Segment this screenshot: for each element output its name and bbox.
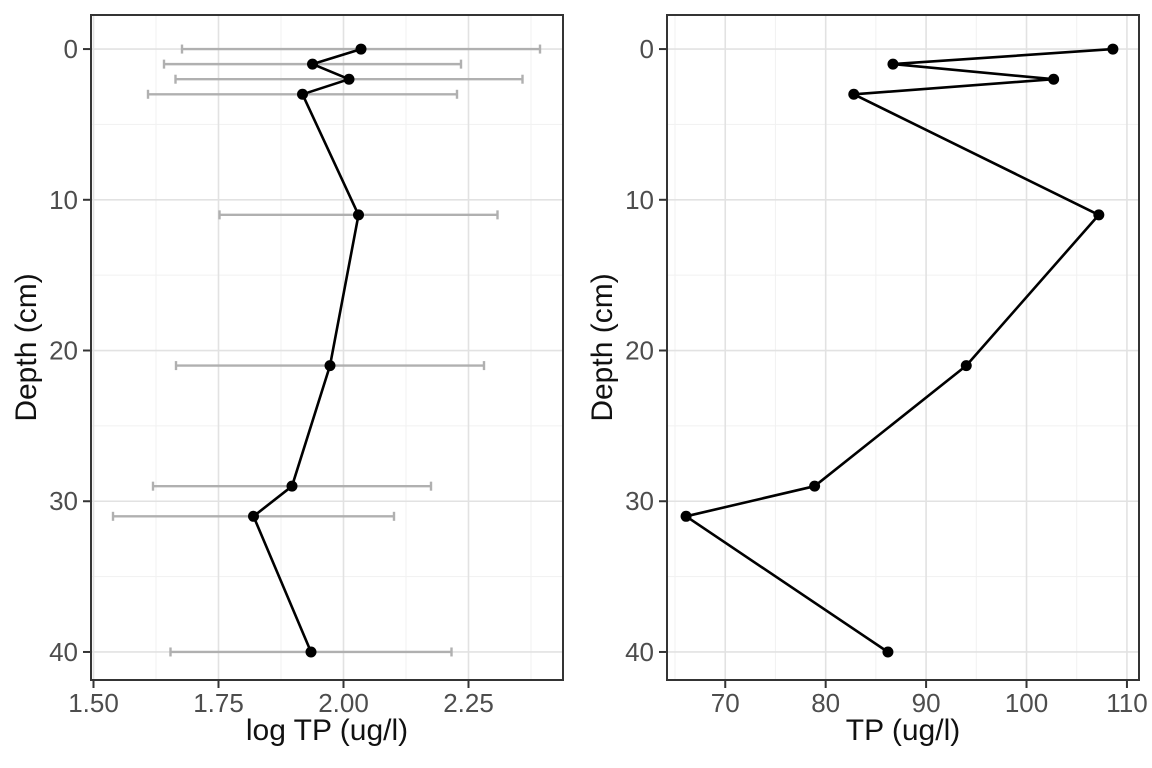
axis-ticks: [83, 48, 470, 688]
x-tick-label: 1.75: [193, 688, 244, 718]
x-tick-labels: 70 80 90 100 110: [711, 688, 1148, 718]
y-tick-labels: 0 10 20 30 40: [49, 34, 78, 667]
data-point: [848, 88, 860, 100]
y-axis-title: Depth (cm): [586, 273, 619, 421]
panel-background: [91, 15, 563, 680]
x-tick-label: 70: [711, 688, 740, 718]
data-point: [297, 88, 308, 100]
data-point: [1107, 43, 1119, 55]
data-point: [1048, 73, 1060, 85]
x-tick-label: 90: [912, 688, 941, 718]
data-point: [887, 58, 899, 70]
y-tick-label: 0: [64, 34, 78, 64]
data-point: [307, 58, 318, 70]
data-point: [680, 510, 692, 522]
data-point: [248, 510, 259, 522]
data-point: [343, 73, 355, 85]
grid-minor: [667, 15, 1139, 680]
x-tick-label: 1.50: [68, 688, 119, 718]
axis-ticks: [659, 48, 1128, 688]
grid-minor: [91, 15, 563, 680]
y-tick-label: 30: [49, 486, 78, 516]
y-tick-label: 40: [625, 637, 654, 667]
data-points: [248, 43, 367, 658]
x-tick-label: 2.25: [443, 688, 494, 718]
x-tick-label: 2.00: [318, 688, 369, 718]
y-tick-label: 0: [640, 34, 654, 64]
log-tp-depth-profile-chart: 1.50 1.75 2.00 2.25 0 10 20 30 40 log TP (ug/l) De…: [10, 14, 564, 747]
panel-background: [667, 15, 1139, 680]
data-point: [324, 360, 336, 372]
data-point: [353, 209, 364, 221]
x-axis-title: TP (ug/l): [846, 714, 960, 747]
panel-border: [666, 14, 1140, 681]
grid-major: [667, 15, 1139, 680]
data-point: [960, 360, 972, 372]
y-tick-labels: 0 10 20 30 40: [625, 34, 654, 667]
x-axis-title: log TP (ug/l): [246, 714, 408, 747]
y-tick-label: 10: [49, 185, 78, 215]
y-tick-label: 10: [625, 185, 654, 215]
data-point: [286, 480, 298, 492]
x-tick-label: 80: [811, 688, 840, 718]
y-tick-label: 40: [49, 637, 78, 667]
data-point: [809, 480, 821, 492]
x-tick-label: 100: [1005, 688, 1048, 718]
data-point: [1093, 209, 1105, 221]
y-axis-title: Depth (cm): [10, 273, 43, 421]
x-tick-label: 110: [1106, 688, 1147, 718]
tp-depth-profile-chart: 70 80 90 100 110 0 10 20 30 40 TP (ug/l) Depth (cm): [586, 14, 1148, 747]
data-points: [680, 43, 1119, 658]
y-tick-label: 30: [625, 486, 654, 516]
x-tick-labels: 1.50 1.75 2.00 2.25: [68, 688, 494, 718]
data-point: [882, 646, 894, 658]
y-tick-label: 20: [49, 336, 78, 366]
panel-border: [90, 14, 564, 681]
data-point: [305, 646, 317, 658]
y-tick-label: 20: [625, 336, 654, 366]
data-point: [355, 43, 367, 55]
